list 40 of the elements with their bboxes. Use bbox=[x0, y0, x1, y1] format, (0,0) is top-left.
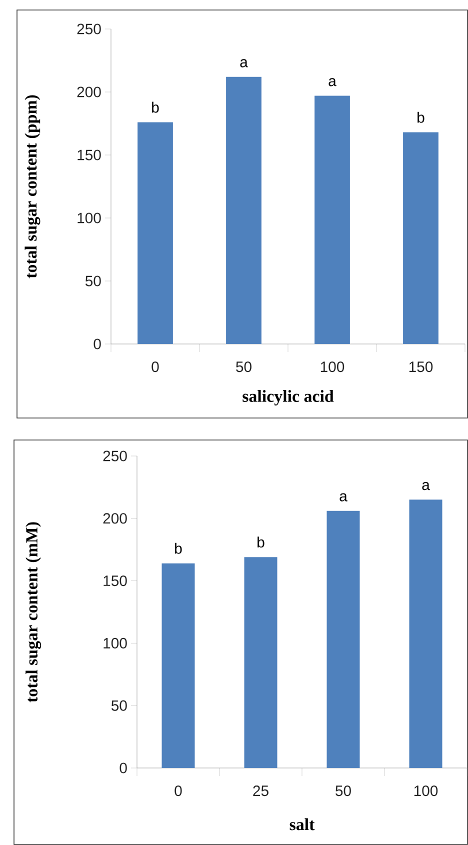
y-tick-label: 100 bbox=[104, 638, 127, 648]
bar bbox=[226, 76, 262, 344]
y-tick-label: 50 bbox=[85, 276, 101, 286]
y-tick-label: 0 bbox=[120, 762, 127, 774]
x-tick-label: 50 bbox=[236, 362, 252, 372]
annotation: b bbox=[152, 102, 159, 113]
annotation: b bbox=[418, 112, 424, 123]
x-axis-title: salicylic acid bbox=[242, 390, 334, 406]
x-tick-label: 50 bbox=[336, 786, 351, 796]
y-tick-label: 200 bbox=[77, 86, 101, 98]
y-tick-label: 150 bbox=[104, 576, 127, 586]
y-axis-title: total sugar content (mM) bbox=[26, 522, 42, 702]
annotation: b bbox=[258, 536, 264, 548]
x-tick-label: 0 bbox=[174, 786, 182, 796]
y-tick-label: 50 bbox=[111, 700, 127, 711]
bar bbox=[409, 500, 442, 768]
x-tick-label: 25 bbox=[253, 786, 268, 796]
y-tick-label: 200 bbox=[103, 513, 127, 524]
y-tick-label: 250 bbox=[77, 24, 101, 34]
y-tick-label: 150 bbox=[78, 150, 101, 160]
x-axis-title: salt bbox=[290, 818, 315, 830]
bar bbox=[138, 122, 173, 344]
bar bbox=[403, 132, 438, 344]
y-tick-label: 0 bbox=[94, 338, 101, 350]
y-tick-label: 250 bbox=[103, 450, 127, 462]
annotation: a bbox=[240, 59, 248, 68]
bar bbox=[162, 563, 195, 768]
annotation: a bbox=[340, 493, 348, 502]
bar bbox=[244, 557, 278, 768]
x-tick-label: 100 bbox=[320, 362, 344, 372]
x-tick-label: 100 bbox=[414, 786, 438, 796]
y-axis-title: total sugar content (ppm) bbox=[24, 95, 40, 278]
bar bbox=[314, 96, 350, 344]
x-tick-label: 0 bbox=[152, 362, 159, 372]
annotation: b bbox=[175, 542, 182, 554]
bar bbox=[326, 510, 360, 768]
annotation: a bbox=[422, 482, 430, 490]
x-tick-label: 150 bbox=[409, 362, 433, 372]
y-tick-label: 100 bbox=[78, 212, 101, 224]
annotation: a bbox=[328, 78, 336, 86]
